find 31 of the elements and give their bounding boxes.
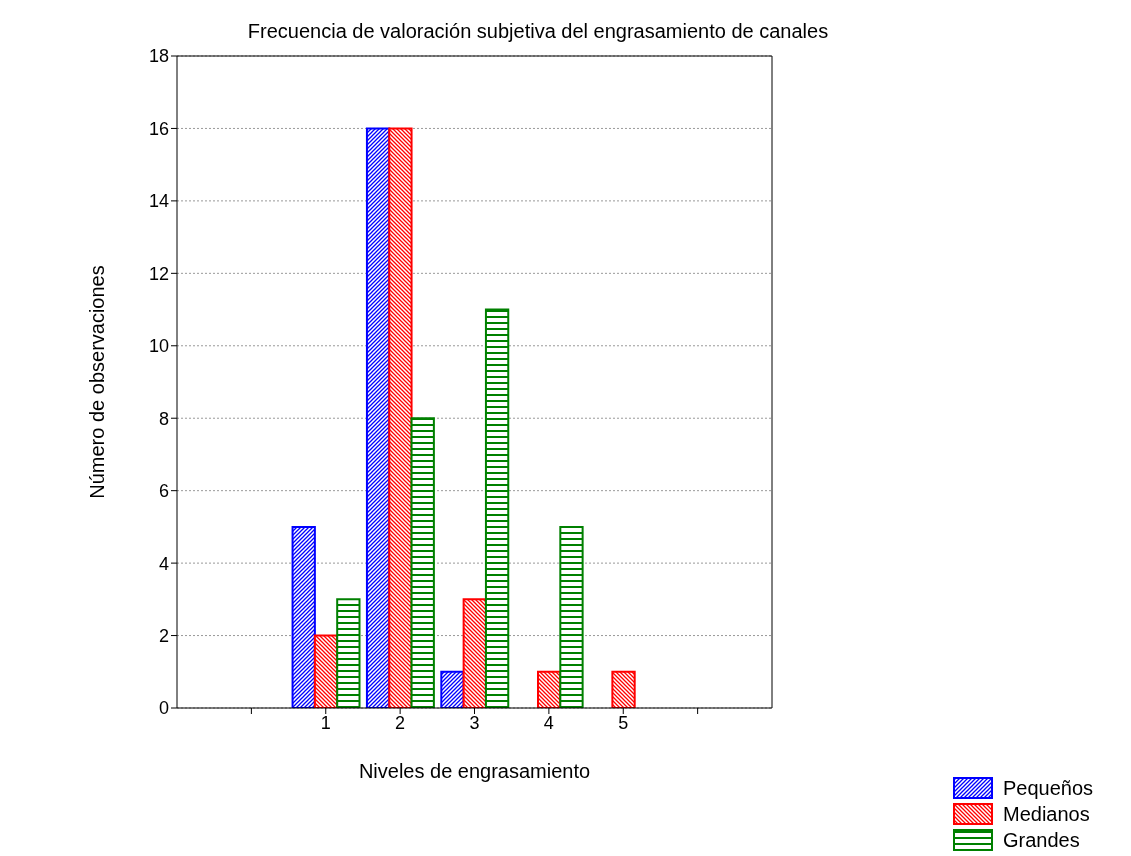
y-tick-label: 14 [148, 191, 169, 212]
x-tick-label: 1 [320, 712, 331, 733]
bar [291, 525, 316, 708]
y-tick-label: 10 [148, 336, 169, 357]
x-tick-label: 5 [618, 712, 629, 733]
x-tick-label: 3 [469, 712, 480, 733]
bar [440, 670, 465, 708]
y-tick-label: 0 [158, 698, 169, 719]
bar [484, 308, 510, 708]
chart-title: Frecuencia de valoración subjetiva del engrasamiento de canales [246, 20, 830, 43]
y-tick-label: 4 [158, 553, 169, 574]
bar [365, 127, 391, 708]
y-tick-label: 6 [158, 481, 169, 502]
bar [462, 598, 487, 708]
legend-label: Pequeños [1003, 776, 1094, 800]
x-tick-label: 2 [395, 712, 406, 733]
y-tick-label: 2 [158, 625, 169, 646]
x-tick-label: 4 [543, 712, 554, 733]
bar [611, 670, 636, 708]
legend-label: Medianos [1003, 802, 1090, 826]
bar [336, 598, 361, 708]
y-axis-title: Número de observaciones [86, 265, 109, 499]
y-tick-label: 8 [158, 408, 169, 429]
y-tick-label: 18 [148, 46, 169, 67]
bar [559, 525, 584, 708]
y-tick-label: 16 [148, 118, 169, 139]
bar [410, 417, 435, 708]
y-tick-label: 12 [148, 263, 169, 284]
bar [388, 127, 413, 708]
legend-label: Grandes [1003, 828, 1080, 852]
x-axis-title: Niveles de engrasamiento [358, 760, 591, 782]
